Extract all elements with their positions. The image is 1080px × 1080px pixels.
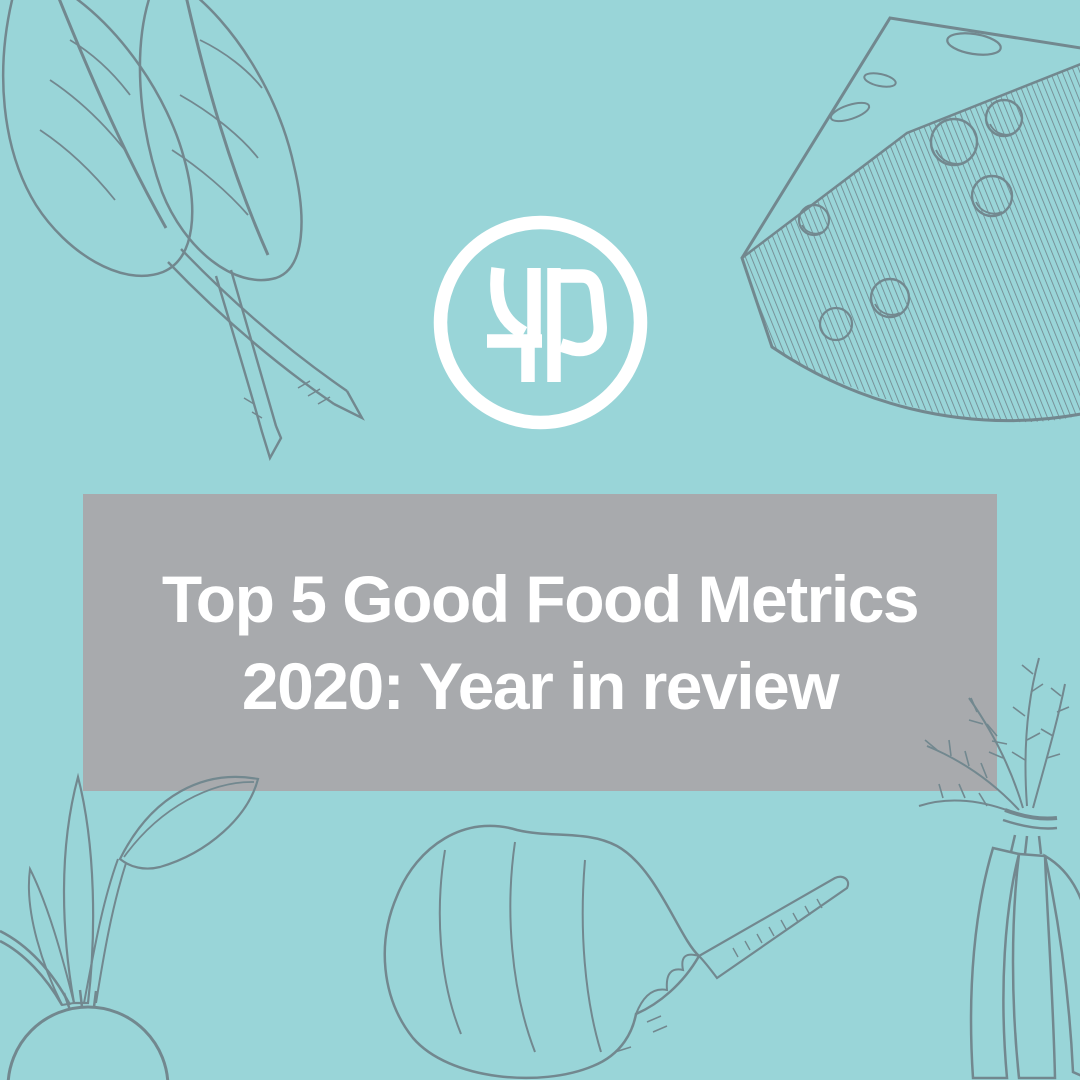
cheese-wedge-illustration [740, 16, 1080, 423]
title-line-2: 2020: Year in review [241, 648, 840, 723]
logo-monogram-4p [487, 267, 607, 382]
leafy-greens-illustration [1, 0, 365, 462]
lamb-chop-illustration [383, 824, 850, 1080]
title-banner: Top 5 Good Food Metrics 2020: Year in re… [83, 494, 997, 791]
carrot-bunch-illustration [918, 657, 1080, 1080]
logo-circle [433, 215, 648, 430]
radish-illustration [0, 772, 260, 1080]
title-line-1: Top 5 Good Food Metrics [161, 561, 920, 636]
brand-logo [433, 215, 648, 430]
